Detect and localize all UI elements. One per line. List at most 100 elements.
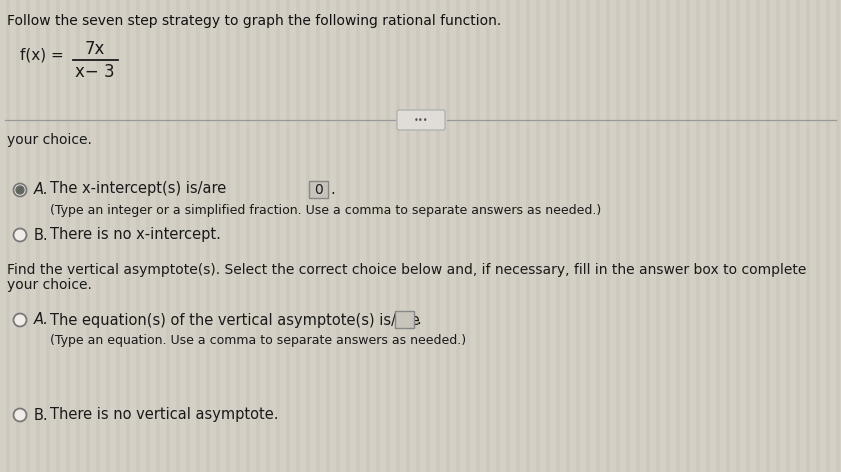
Bar	[10, 0, 15, 472]
Bar	[730, 0, 735, 472]
Bar	[400, 0, 405, 472]
Bar	[130, 0, 135, 472]
Text: B.: B.	[34, 228, 49, 243]
Text: .: .	[416, 312, 420, 328]
Circle shape	[13, 408, 27, 421]
Bar	[470, 0, 475, 472]
Text: .: .	[330, 182, 335, 196]
Text: There is no x-intercept.: There is no x-intercept.	[50, 228, 221, 243]
Text: (Type an equation. Use a comma to separate answers as needed.): (Type an equation. Use a comma to separa…	[50, 334, 466, 347]
Bar	[360, 0, 365, 472]
Bar	[740, 0, 745, 472]
Bar	[240, 0, 245, 472]
Bar	[280, 0, 285, 472]
Bar	[100, 0, 105, 472]
Bar	[40, 0, 45, 472]
Bar	[30, 0, 35, 472]
Bar	[0, 0, 5, 472]
Bar	[210, 0, 215, 472]
Bar	[760, 0, 765, 472]
Bar	[110, 0, 115, 472]
Text: A.: A.	[34, 182, 49, 196]
Bar	[330, 0, 335, 472]
Bar	[120, 0, 125, 472]
Bar	[260, 0, 265, 472]
Bar	[540, 0, 545, 472]
Bar	[430, 0, 435, 472]
Bar	[570, 0, 575, 472]
Bar	[520, 0, 525, 472]
Bar	[270, 0, 275, 472]
Bar	[320, 0, 325, 472]
Bar	[530, 0, 535, 472]
Bar	[840, 0, 841, 472]
Bar	[200, 0, 205, 472]
Text: B.: B.	[34, 407, 49, 422]
Text: The equation(s) of the vertical asymptote(s) is/are: The equation(s) of the vertical asymptot…	[50, 312, 420, 328]
Bar	[490, 0, 495, 472]
Bar	[170, 0, 175, 472]
Bar	[710, 0, 715, 472]
FancyBboxPatch shape	[397, 110, 445, 130]
Bar	[90, 0, 95, 472]
Bar	[250, 0, 255, 472]
Bar	[660, 0, 665, 472]
Text: Follow the seven step strategy to graph the following rational function.: Follow the seven step strategy to graph …	[7, 14, 501, 28]
Bar	[830, 0, 835, 472]
Bar	[290, 0, 295, 472]
Bar	[340, 0, 345, 472]
Bar	[20, 0, 25, 472]
Bar	[150, 0, 155, 472]
Text: There is no vertical asymptote.: There is no vertical asymptote.	[50, 407, 278, 422]
Bar	[60, 0, 65, 472]
Bar	[820, 0, 825, 472]
Bar	[630, 0, 635, 472]
Bar	[790, 0, 795, 472]
Text: x− 3: x− 3	[75, 63, 115, 81]
Bar	[190, 0, 195, 472]
Bar	[580, 0, 585, 472]
Bar	[230, 0, 235, 472]
Circle shape	[13, 184, 27, 196]
Text: your choice.: your choice.	[7, 133, 92, 147]
Bar	[770, 0, 775, 472]
Text: Find the vertical asymptote(s). Select the correct choice below and, if necessar: Find the vertical asymptote(s). Select t…	[7, 263, 807, 277]
Text: ✓: ✓	[14, 186, 24, 196]
Bar	[650, 0, 655, 472]
Bar	[500, 0, 505, 472]
Bar	[720, 0, 725, 472]
Bar	[70, 0, 75, 472]
Bar	[440, 0, 445, 472]
Bar	[380, 0, 385, 472]
Bar	[220, 0, 225, 472]
Bar	[310, 0, 315, 472]
Bar	[460, 0, 465, 472]
Bar	[560, 0, 565, 472]
Text: (Type an integer or a simplified fraction. Use a comma to separate answers as ne: (Type an integer or a simplified fractio…	[50, 204, 601, 217]
FancyBboxPatch shape	[395, 311, 415, 328]
Text: f(x) =: f(x) =	[20, 48, 64, 63]
Bar	[550, 0, 555, 472]
Bar	[620, 0, 625, 472]
Circle shape	[13, 313, 27, 327]
Bar	[800, 0, 805, 472]
Text: •••: •••	[414, 116, 428, 125]
Bar	[140, 0, 145, 472]
Bar	[690, 0, 695, 472]
Bar	[390, 0, 395, 472]
Bar	[50, 0, 55, 472]
Bar	[180, 0, 185, 472]
Bar	[680, 0, 685, 472]
Bar	[780, 0, 785, 472]
Bar	[700, 0, 705, 472]
Bar	[640, 0, 645, 472]
Bar	[420, 0, 425, 472]
Bar	[480, 0, 485, 472]
Bar	[300, 0, 305, 472]
Circle shape	[16, 186, 24, 194]
Text: 7x: 7x	[85, 40, 105, 58]
Bar	[810, 0, 815, 472]
Circle shape	[13, 228, 27, 242]
Bar	[610, 0, 615, 472]
Text: your choice.: your choice.	[7, 278, 92, 292]
